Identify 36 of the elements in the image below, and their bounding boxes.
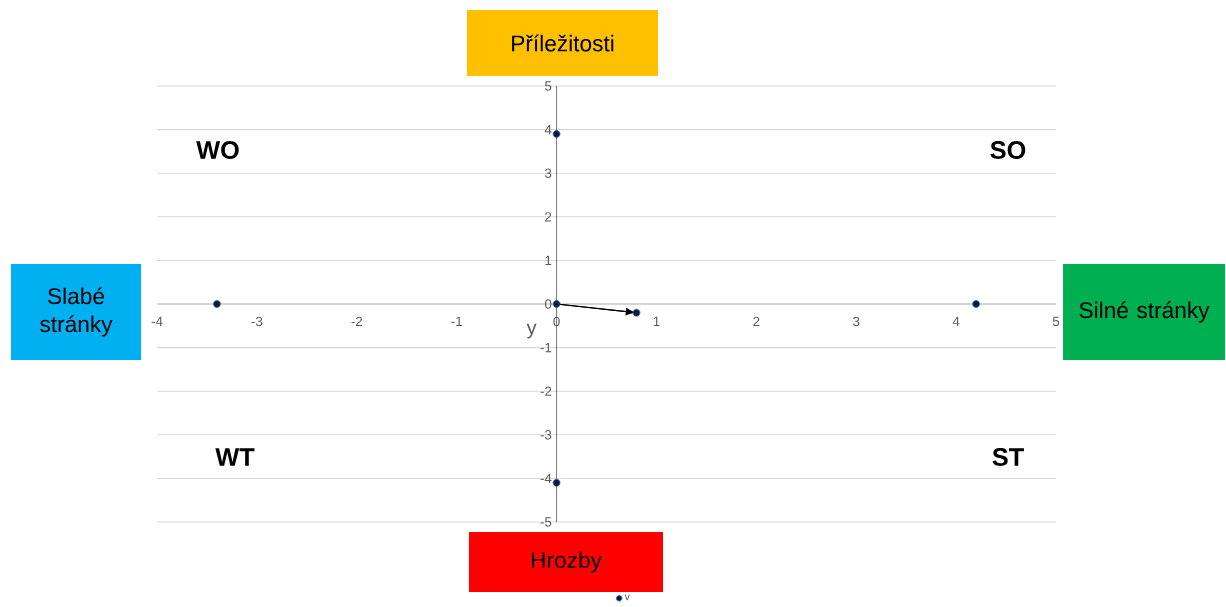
annotation: SO <box>990 140 1026 159</box>
point <box>552 478 561 487</box>
point <box>552 129 561 138</box>
text: Slabé stránky <box>40 287 113 337</box>
point <box>213 299 221 308</box>
annotation: WO <box>196 140 239 159</box>
y-tick-label: -1 <box>540 342 552 352</box>
text: Příležitosti <box>512 34 614 52</box>
x-tick-label: -1 <box>451 316 462 326</box>
y-tick-label: 1 <box>545 255 552 265</box>
x-tick-label: 5 <box>1052 316 1060 326</box>
x-tick-label: 3 <box>853 316 860 326</box>
point <box>632 308 641 317</box>
y-tick-label: -5 <box>540 517 552 527</box>
y-tick-label: 2 <box>545 211 552 222</box>
x-tick-label: 4 <box>952 316 960 326</box>
annotation: ST <box>992 447 1024 466</box>
y-axis-title: y <box>526 323 537 339</box>
x-tick-label: 1 <box>653 316 660 326</box>
y-tick-label: -2 <box>540 386 552 396</box>
point <box>552 299 561 308</box>
x-tick-label: -3 <box>251 316 263 326</box>
y-tick-label: -4 <box>540 473 552 483</box>
y-tick-label: 4 <box>544 124 552 134</box>
text: Hrozby <box>531 551 602 573</box>
y-tick-label: 3 <box>544 168 552 178</box>
x-tick-label: -4 <box>151 316 163 326</box>
x-tick-label: -2 <box>351 316 363 326</box>
y-tick-label: -3 <box>540 429 552 440</box>
text: Silné stránky <box>1079 301 1210 323</box>
point <box>972 299 980 308</box>
legend-label: v <box>624 594 630 600</box>
annotation: WT <box>215 448 255 466</box>
y-tick-label: 5 <box>544 81 552 91</box>
y-tick-label: 0 <box>544 299 552 309</box>
x-tick-label: 2 <box>753 316 760 326</box>
